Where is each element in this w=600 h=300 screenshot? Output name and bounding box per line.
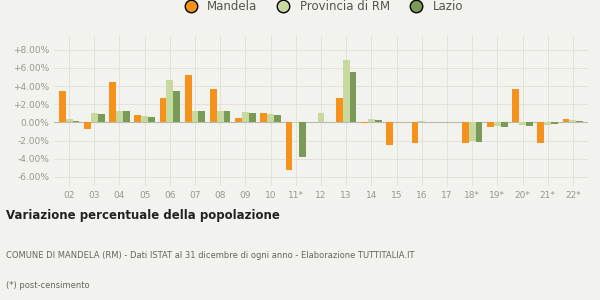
Bar [109,82,116,122]
Bar [569,120,576,122]
Bar [487,122,494,127]
Bar [336,98,343,122]
Bar [84,122,91,129]
Bar [91,113,98,122]
Bar [386,122,393,145]
Bar [462,122,469,143]
Bar [59,91,66,122]
Bar [235,118,242,122]
Bar [173,92,180,122]
Bar [412,122,418,143]
Bar [494,122,501,126]
Bar [166,80,173,122]
Bar [343,60,350,122]
Bar [249,113,256,122]
Bar [274,115,281,122]
Text: COMUNE DI MANDELA (RM) - Dati ISTAT al 31 dicembre di ogni anno - Elaborazione T: COMUNE DI MANDELA (RM) - Dati ISTAT al 3… [6,251,415,260]
Bar [292,122,299,123]
Bar [217,112,224,122]
Bar [538,122,544,143]
Bar [476,122,482,142]
Bar [469,122,476,142]
Bar [148,117,155,122]
Bar [134,115,141,122]
Legend: Mandela, Provincia di RM, Lazio: Mandela, Provincia di RM, Lazio [179,0,463,13]
Bar [160,98,166,122]
Bar [286,122,292,170]
Bar [501,122,508,127]
Bar [519,122,526,125]
Bar [185,75,191,122]
Bar [317,113,325,122]
Bar [66,119,73,122]
Bar [224,112,230,122]
Bar [267,114,274,122]
Bar [116,110,123,122]
Bar [141,116,148,122]
Bar [191,112,199,122]
Bar [375,120,382,122]
Text: Variazione percentuale della popolazione: Variazione percentuale della popolazione [6,209,280,222]
Bar [242,112,249,122]
Bar [123,112,130,122]
Bar [563,119,569,122]
Bar [260,113,267,122]
Bar [199,112,205,122]
Bar [526,122,533,126]
Bar [551,122,558,124]
Bar [299,122,306,157]
Bar [512,89,519,122]
Bar [210,89,217,122]
Bar [350,72,356,122]
Bar [418,121,425,122]
Bar [73,121,79,122]
Bar [368,119,375,122]
Bar [98,114,104,122]
Bar [361,122,368,123]
Text: (*) post-censimento: (*) post-censimento [6,281,89,290]
Bar [544,122,551,125]
